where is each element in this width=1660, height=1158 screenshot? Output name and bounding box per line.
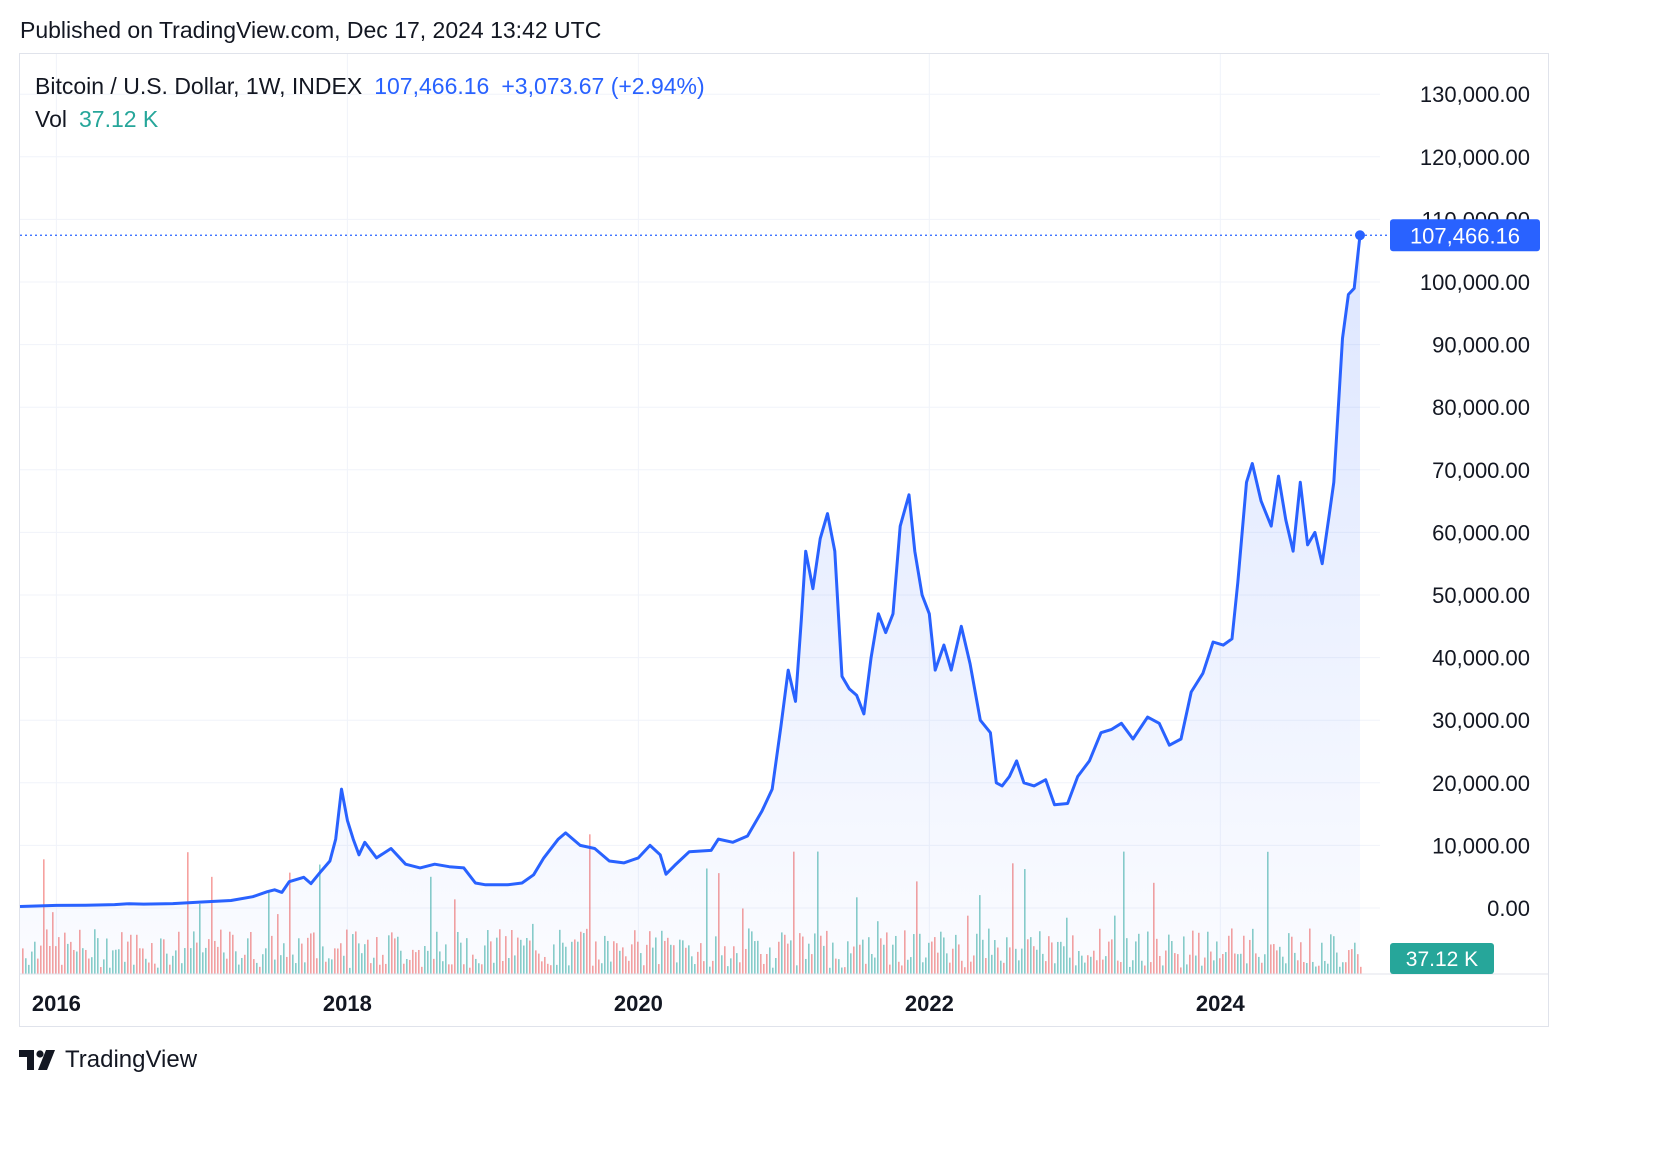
x-tick-label: 2020 (614, 991, 663, 1016)
last-price-marker (1355, 230, 1365, 241)
price-line (19, 235, 1362, 908)
tradingview-logo[interactable]: TradingView (19, 1046, 197, 1074)
published-note: Published on TradingView.com, Dec 17, 20… (20, 17, 602, 43)
volume-tag (1390, 943, 1494, 974)
x-tick-label: 2018 (323, 991, 372, 1016)
y-tick-label: 50,000.00 (1432, 583, 1530, 608)
y-tick-label: 30,000.00 (1432, 708, 1530, 733)
y-tick-label: 10,000.00 (1432, 833, 1530, 858)
y-tick-label: 100,000.00 (1420, 270, 1530, 295)
x-tick-label: 2016 (32, 991, 81, 1016)
y-tick-label: 90,000.00 (1432, 333, 1530, 358)
price-change: +3,073.67 (+2.94%) (501, 73, 705, 99)
price-area (20, 235, 1360, 975)
x-tick-label: 2022 (905, 991, 954, 1016)
volume-tag-label: 37.12 K (1406, 948, 1478, 971)
symbol-title: Bitcoin / U.S. Dollar, 1W, INDEX (35, 73, 363, 99)
volume-value: 37.12 K (78, 106, 159, 132)
last-price: 107,466.16 (374, 73, 490, 99)
y-tick-label: 120,000.00 (1420, 145, 1530, 170)
price-line-path (19, 235, 1362, 908)
chart-frame[interactable] (19, 53, 1549, 1027)
y-tick-label: 130,000.00 (1420, 82, 1530, 107)
y-tick-label: 70,000.00 (1432, 458, 1530, 483)
tradingview-logo-icon (19, 1050, 55, 1070)
volume-bar (1360, 966, 1362, 974)
price-chart[interactable]: 130,000.00120,000.00110,000.00100,000.00… (0, 0, 1660, 1040)
y-tick-label: 20,000.00 (1432, 771, 1530, 796)
volume-label: Vol (35, 106, 67, 132)
y-tick-label: 60,000.00 (1432, 520, 1530, 545)
y-tick-label: 80,000.00 (1432, 395, 1530, 420)
last-value-tags: 107,466.16 37.12 K (20, 219, 1540, 974)
price-area-fill (20, 235, 1360, 975)
legend: Bitcoin / U.S. Dollar, 1W, INDEX 107,466.… (35, 70, 705, 136)
brand-name: TradingView (65, 1046, 198, 1073)
y-tick-label: 0.00 (1487, 896, 1530, 921)
last-price-tag-label: 107,466.16 (1410, 223, 1520, 248)
last-price-tag (1390, 219, 1540, 252)
y-tick-label: 40,000.00 (1432, 646, 1530, 671)
axes: 130,000.00120,000.00110,000.00100,000.00… (20, 82, 1548, 1016)
x-tick-label: 2024 (1196, 991, 1246, 1016)
